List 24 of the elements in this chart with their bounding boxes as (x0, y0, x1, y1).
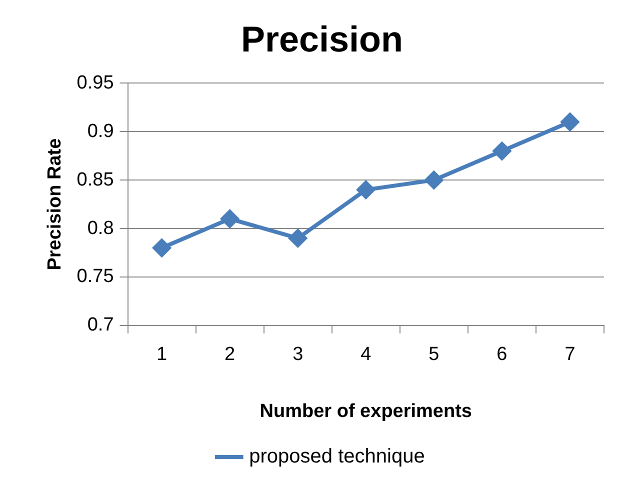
x-tick-label: 6 (496, 344, 508, 366)
point (220, 210, 239, 228)
chart-title: Precision (240, 18, 404, 60)
y-tick-label: 0.8 (87, 218, 114, 239)
x-tick-label: 4 (360, 344, 372, 366)
x-tick-label: 3 (292, 344, 304, 366)
point (288, 229, 307, 248)
x-axis-title: Number of experiments (260, 400, 472, 422)
x-tick-label: 1 (156, 344, 168, 366)
y-tick-label: 0.9 (87, 120, 114, 142)
point (560, 112, 579, 131)
x-tick-label: 5 (428, 344, 440, 366)
x-tick-label: 7 (564, 344, 576, 366)
y-tick-label: 0.85 (76, 169, 114, 190)
point (152, 238, 171, 257)
legend-label: proposed technique (249, 446, 425, 468)
y-tick-label: 0.75 (76, 266, 114, 288)
point (424, 171, 443, 190)
y-tick-label: 0.7 (87, 314, 114, 336)
y-tick-label: 0.95 (76, 72, 114, 94)
point (356, 180, 375, 199)
point (492, 142, 511, 160)
x-tick-label: 2 (224, 344, 236, 366)
y-axis-title: Precision Rate (44, 138, 66, 270)
